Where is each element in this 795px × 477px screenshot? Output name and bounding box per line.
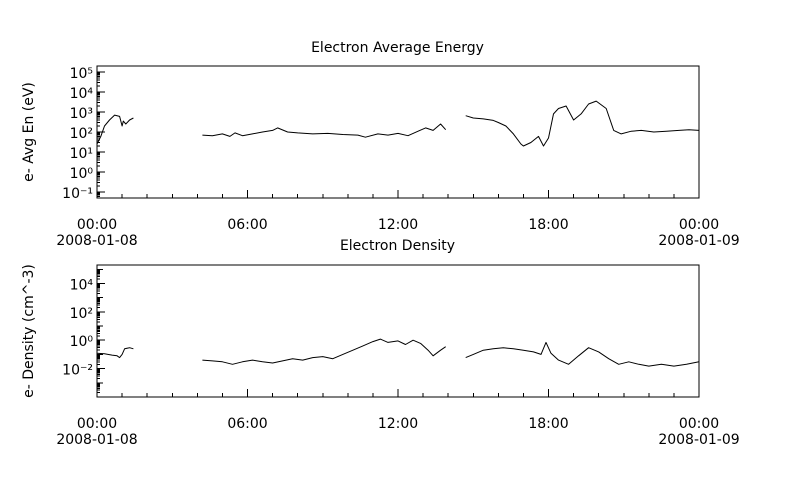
density-trace-0 (96, 347, 134, 359)
energy-x-date-label: 2008-01-08 (56, 233, 137, 249)
density-y-tick-label: 10⁻² (62, 363, 93, 379)
density-x-tick-label: 00:00 (679, 416, 719, 432)
density-title: Electron Density (340, 238, 455, 254)
density-x-tick-label: 06:00 (227, 416, 267, 432)
energy-plot-frame (96, 65, 700, 199)
energy-x-tick-label: 12:00 (378, 217, 418, 233)
density-panel: Electron Density e- Density (cm^-3) 10⁻²… (21, 238, 740, 448)
energy-y-label: e- Avg En (eV) (21, 82, 37, 182)
density-x-date-label: 2008-01-09 (658, 432, 739, 448)
energy-trace-0 (96, 114, 134, 145)
density-plot-frame (96, 264, 700, 398)
energy-x-tick-label: 06:00 (227, 217, 267, 233)
energy-x-tick-label: 00:00 (77, 217, 117, 233)
density-x-tick-label: 12:00 (378, 416, 418, 432)
energy-x-tick-label: 00:00 (679, 217, 719, 233)
density-trace-1 (202, 338, 446, 365)
energy-title: Electron Average Energy (311, 40, 484, 56)
density-y-tick-label: 10² (70, 306, 93, 322)
energy-y-tick-label: 10⁵ (70, 66, 93, 82)
density-y-tick-label: 10⁰ (70, 334, 94, 350)
energy-trace-2 (465, 100, 700, 147)
energy-traces (96, 100, 700, 147)
energy-y-tick-label: 10⁻¹ (62, 186, 93, 202)
energy-trace-1 (202, 123, 447, 138)
density-traces (96, 338, 700, 367)
energy-y-tick-label: 10² (70, 126, 93, 142)
density-x-tick-label: 18:00 (528, 416, 568, 432)
energy-y-tick-label: 10⁰ (70, 166, 94, 182)
energy-y-tick-label: 10³ (70, 106, 93, 122)
energy-x-date-label: 2008-01-09 (658, 233, 739, 249)
energy-x-tick-label: 18:00 (528, 217, 568, 233)
energy-y-tick-label: 10¹ (70, 146, 93, 162)
density-y-ticks: 10⁻² 10⁰ 10² 10⁴ (62, 264, 105, 398)
energy-panel: Electron Average Energy e- Avg En (eV) 1… (21, 40, 740, 249)
density-y-label: e- Density (cm^-3) (21, 264, 37, 398)
energy-y-tick-label: 10⁴ (70, 86, 94, 102)
energy-y-ticks: 10⁻¹ 10⁰ 10¹ 10² 10³ 10⁴ 10⁵ (62, 65, 105, 202)
density-x-tick-label: 00:00 (77, 416, 117, 432)
density-trace-2 (465, 341, 700, 367)
density-x-date-label: 2008-01-08 (56, 432, 137, 448)
density-y-tick-label: 10⁴ (70, 277, 94, 293)
